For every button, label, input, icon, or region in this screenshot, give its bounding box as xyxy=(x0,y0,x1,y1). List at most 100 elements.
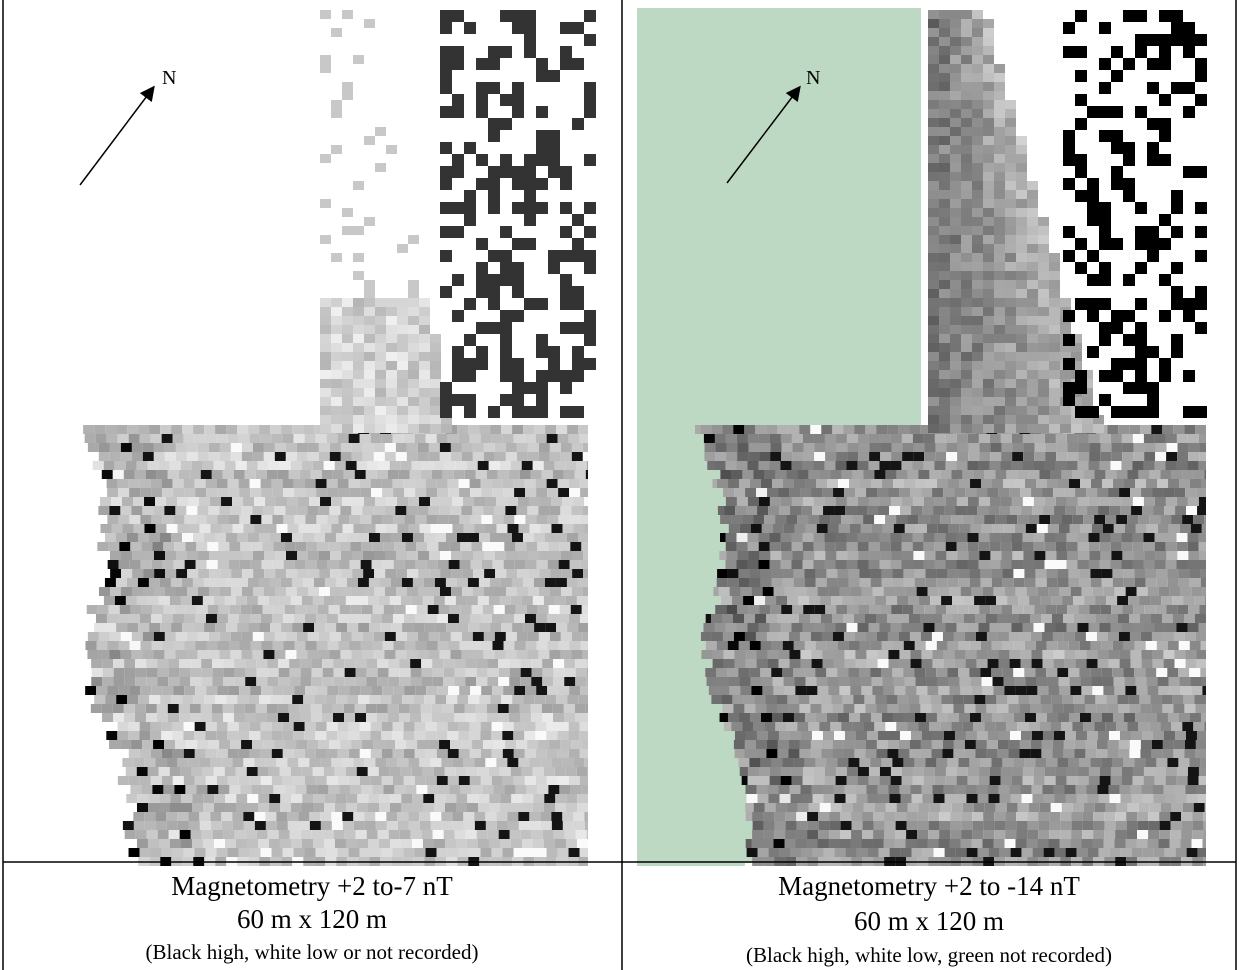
pixel xyxy=(160,533,171,542)
pixel xyxy=(396,569,407,578)
pixel xyxy=(377,659,388,668)
pixel xyxy=(500,310,512,322)
pixel xyxy=(1120,731,1131,740)
pixel xyxy=(1079,443,1090,452)
pixel xyxy=(890,623,901,632)
pixel xyxy=(143,569,154,578)
pixel xyxy=(924,767,935,776)
pixel xyxy=(1078,776,1089,785)
pixel xyxy=(987,632,998,641)
pixel xyxy=(785,839,796,848)
pixel xyxy=(233,821,244,830)
pixel xyxy=(470,722,481,731)
pixel xyxy=(1115,587,1126,596)
pixel xyxy=(315,731,326,740)
pixel xyxy=(500,596,511,605)
pixel xyxy=(871,578,882,587)
pixel xyxy=(858,452,869,461)
pixel xyxy=(300,704,311,713)
pixel xyxy=(228,776,239,785)
pixel xyxy=(934,794,945,803)
pixel xyxy=(228,614,239,623)
pixel xyxy=(162,776,173,785)
pixel xyxy=(118,515,129,524)
pixel xyxy=(408,497,419,506)
pixel xyxy=(751,524,762,533)
pixel xyxy=(967,560,978,569)
pixel xyxy=(320,190,331,199)
pixel xyxy=(320,28,331,37)
pixel xyxy=(849,641,860,650)
pixel xyxy=(363,569,374,578)
pixel xyxy=(1031,632,1042,641)
pixel xyxy=(109,506,120,515)
pixel xyxy=(397,289,408,298)
pixel xyxy=(88,443,99,452)
pixel xyxy=(209,551,220,560)
pixel xyxy=(284,560,295,569)
pixel xyxy=(472,650,483,659)
pixel xyxy=(331,334,342,343)
pixel xyxy=(973,515,984,524)
pixel xyxy=(983,19,994,28)
pixel xyxy=(283,515,294,524)
pixel xyxy=(1105,821,1116,830)
pixel xyxy=(510,668,521,677)
pixel xyxy=(342,352,353,361)
pixel xyxy=(168,659,179,668)
pixel xyxy=(375,812,386,821)
pixel xyxy=(1188,533,1199,542)
pixel xyxy=(517,452,528,461)
pixel xyxy=(353,172,364,181)
pixel xyxy=(1031,785,1042,794)
pixel xyxy=(452,346,464,358)
pixel xyxy=(921,488,932,497)
pixel xyxy=(1198,623,1206,632)
pixel xyxy=(842,695,853,704)
pixel xyxy=(397,181,408,190)
pixel xyxy=(908,596,919,605)
pixel xyxy=(440,587,451,596)
pixel xyxy=(1190,641,1201,650)
pixel xyxy=(922,506,933,515)
pixel xyxy=(220,587,231,596)
pixel xyxy=(1024,443,1035,452)
pixel xyxy=(808,821,819,830)
pixel xyxy=(1184,614,1195,623)
pixel xyxy=(261,515,272,524)
pixel xyxy=(510,830,521,839)
pixel xyxy=(948,479,959,488)
pixel xyxy=(998,488,1009,497)
pixel xyxy=(1182,470,1193,479)
pixel xyxy=(137,767,148,776)
pixel xyxy=(866,632,877,641)
pixel xyxy=(360,515,371,524)
pixel xyxy=(544,839,555,848)
pixel xyxy=(979,767,990,776)
pixel xyxy=(536,406,548,418)
pixel xyxy=(397,208,408,217)
pixel xyxy=(338,479,349,488)
pixel xyxy=(511,767,522,776)
pixel xyxy=(476,178,488,190)
pixel xyxy=(220,443,231,452)
pixel xyxy=(980,668,991,677)
pixel xyxy=(285,650,296,659)
pixel xyxy=(105,695,116,704)
pixel xyxy=(981,713,992,722)
pixel xyxy=(247,596,258,605)
pixel xyxy=(542,713,553,722)
pixel xyxy=(848,443,859,452)
pixel xyxy=(353,758,364,767)
pixel xyxy=(185,785,196,794)
pixel xyxy=(537,641,548,650)
pixel xyxy=(418,632,429,641)
pixel xyxy=(429,551,440,560)
pixel xyxy=(899,650,910,659)
pixel xyxy=(536,202,548,214)
pixel xyxy=(286,587,297,596)
pixel xyxy=(817,524,828,533)
pixel xyxy=(916,524,927,533)
pixel xyxy=(556,695,567,704)
pixel xyxy=(452,524,463,533)
